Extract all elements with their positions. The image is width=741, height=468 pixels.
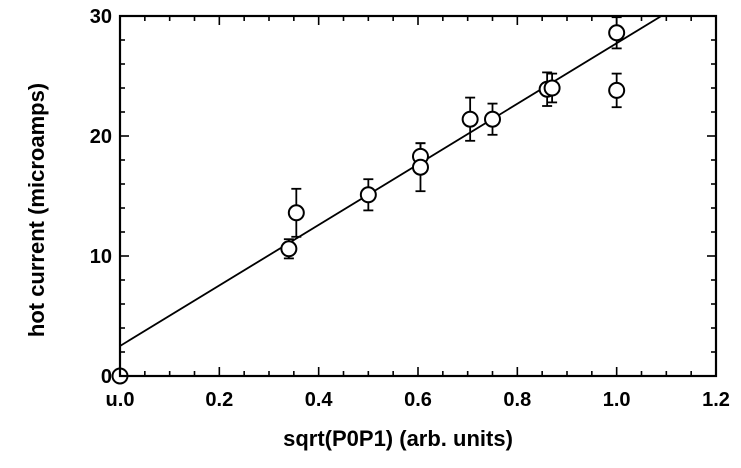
x-tick-label: 0.6 <box>404 389 432 411</box>
plot-frame <box>118 14 718 378</box>
y-axis-label: hot current (microamps) <box>24 83 49 337</box>
data-point <box>359 186 377 204</box>
x-tick-label: u.0 <box>106 389 135 411</box>
data-point <box>608 81 626 99</box>
data-point <box>543 79 561 97</box>
data-point <box>280 240 298 258</box>
x-axis-label: sqrt(P0P1) (arb. units) <box>283 426 513 451</box>
axes-layer <box>118 14 718 378</box>
y-tick-label: 10 <box>90 246 112 268</box>
fit-layer <box>119 15 662 347</box>
error-bar-layer <box>283 16 622 260</box>
data-point <box>287 204 305 222</box>
y-tick-label: 30 <box>90 6 112 28</box>
tick-layer: u.0 0.2 0.4 0.6 0.8 1.0 1.2 0 10 20 30 <box>90 6 730 411</box>
data-point <box>411 158 429 176</box>
point-layer <box>111 24 626 385</box>
x-tick-label: 1.0 <box>603 389 631 411</box>
y-tick-label: 20 <box>90 126 112 148</box>
data-point <box>608 24 626 42</box>
x-tick-label: 0.2 <box>205 389 233 411</box>
data-point <box>484 110 501 128</box>
x-tick-label: 0.8 <box>503 389 531 411</box>
x-tick-label: 1.2 <box>702 389 730 411</box>
fit-line <box>119 15 662 347</box>
x-tick-label: 0.4 <box>305 389 334 411</box>
y-tick-label: 0 <box>101 366 112 388</box>
data-point <box>461 110 479 128</box>
